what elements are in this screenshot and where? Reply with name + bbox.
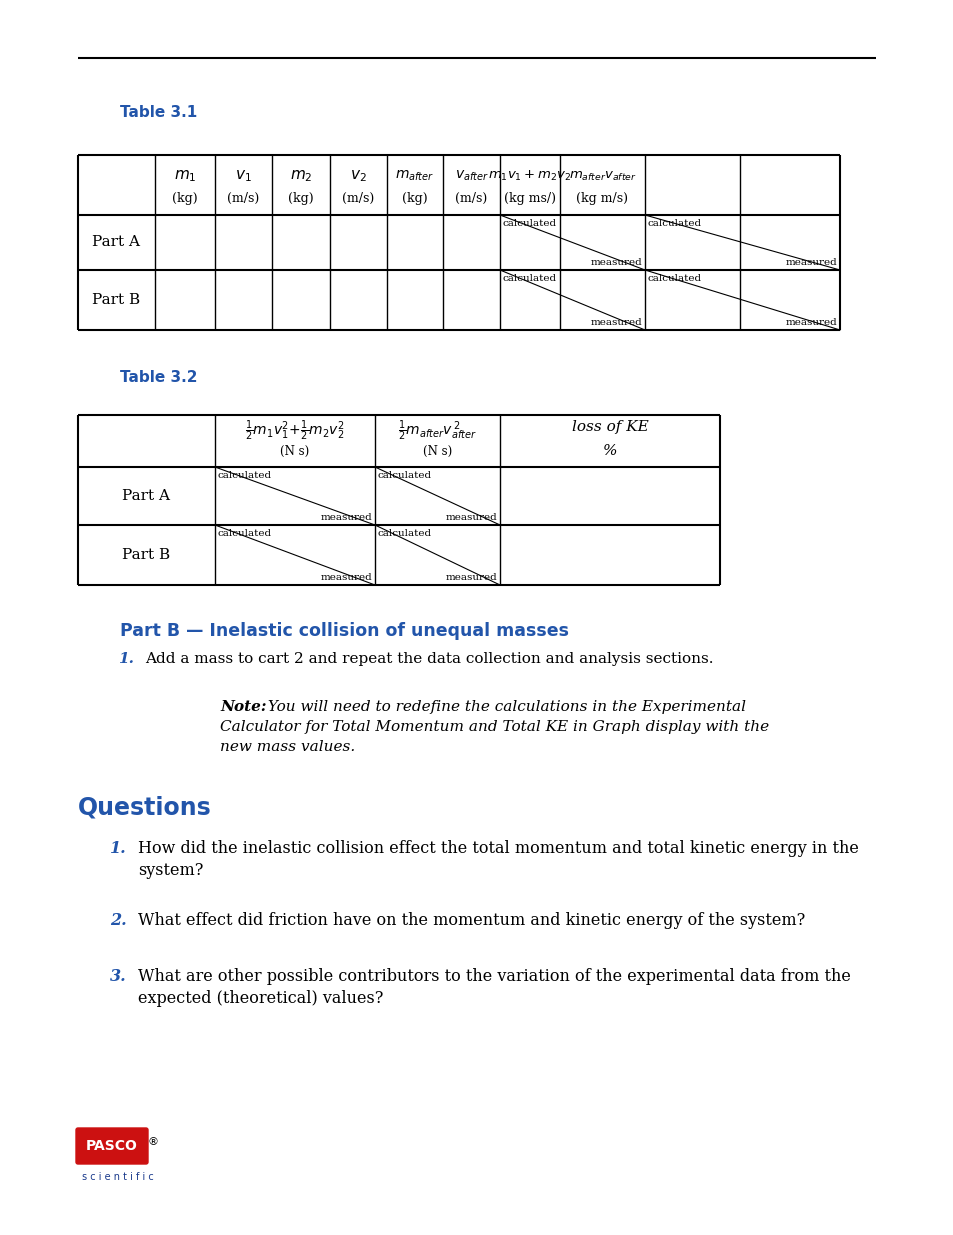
Text: calculated: calculated [377, 471, 432, 480]
Text: (kg): (kg) [402, 191, 427, 205]
Text: (m/s): (m/s) [227, 191, 259, 205]
Text: $m_{after}v_{after}$: $m_{after}v_{after}$ [568, 169, 636, 183]
Text: (N s): (N s) [422, 445, 452, 458]
Text: calculated: calculated [502, 274, 557, 283]
Text: calculated: calculated [647, 219, 701, 228]
Text: Note:: Note: [220, 700, 266, 714]
Text: measured: measured [445, 513, 497, 522]
Text: (N s): (N s) [280, 445, 310, 458]
Text: PASCO: PASCO [86, 1139, 138, 1153]
Text: $v_1$: $v_1$ [234, 168, 252, 184]
Text: ®: ® [148, 1137, 159, 1147]
Text: Part B: Part B [92, 293, 140, 308]
Text: $m_2$: $m_2$ [290, 168, 312, 184]
Text: $m_{after}$: $m_{after}$ [395, 169, 435, 183]
Text: Table 3.1: Table 3.1 [120, 105, 197, 120]
Text: Calculator for Total Momentum and Total KE in Graph display with the: Calculator for Total Momentum and Total … [220, 720, 768, 734]
Text: $m_1v_1 + m_2v_2$: $m_1v_1 + m_2v_2$ [488, 169, 571, 183]
Text: 3.: 3. [110, 968, 127, 986]
Text: $v_{after}$: $v_{after}$ [454, 169, 488, 183]
Text: loss of KE: loss of KE [571, 420, 648, 433]
Text: 1.: 1. [110, 840, 127, 857]
Text: measured: measured [784, 258, 836, 267]
Text: (kg): (kg) [288, 191, 314, 205]
Text: Add a mass to cart 2 and repeat the data collection and analysis sections.: Add a mass to cart 2 and repeat the data… [145, 652, 713, 666]
Text: measured: measured [590, 317, 641, 327]
Text: new mass values.: new mass values. [220, 740, 355, 755]
FancyBboxPatch shape [76, 1128, 148, 1165]
Text: calculated: calculated [218, 471, 272, 480]
Text: (m/s): (m/s) [455, 191, 487, 205]
Text: Part A: Part A [122, 489, 171, 503]
Text: $\frac{1}{2}m_1v_1^2\!+\!\frac{1}{2}m_2v_2^2$: $\frac{1}{2}m_1v_1^2\!+\!\frac{1}{2}m_2v… [245, 419, 345, 443]
Text: Part B — Inelastic collision of unequal masses: Part B — Inelastic collision of unequal … [120, 622, 568, 640]
Text: (kg): (kg) [172, 191, 197, 205]
Text: You will need to redefine the calculations in the Experimental: You will need to redefine the calculatio… [263, 700, 745, 714]
Text: measured: measured [320, 573, 372, 582]
Text: calculated: calculated [377, 529, 432, 538]
Text: measured: measured [590, 258, 641, 267]
Text: Table 3.2: Table 3.2 [120, 370, 197, 385]
Text: $\frac{1}{2}m_{after}v_{after}^{\,2}$: $\frac{1}{2}m_{after}v_{after}^{\,2}$ [397, 419, 476, 443]
Text: calculated: calculated [218, 529, 272, 538]
Text: %: % [602, 445, 617, 458]
Text: 2.: 2. [110, 911, 127, 929]
Text: expected (theoretical) values?: expected (theoretical) values? [138, 990, 383, 1007]
Text: What are other possible contributors to the variation of the experimental data f: What are other possible contributors to … [138, 968, 850, 986]
Text: calculated: calculated [647, 274, 701, 283]
Text: (m/s): (m/s) [342, 191, 375, 205]
Text: How did the inelastic collision effect the total momentum and total kinetic ener: How did the inelastic collision effect t… [138, 840, 858, 857]
Text: (kg ms/): (kg ms/) [503, 191, 556, 205]
Text: s c i e n t i f i c: s c i e n t i f i c [82, 1172, 153, 1182]
Text: Part A: Part A [92, 236, 140, 249]
Text: Questions: Questions [78, 795, 212, 819]
Text: Part B: Part B [122, 548, 171, 562]
Text: measured: measured [784, 317, 836, 327]
Text: $v_2$: $v_2$ [350, 168, 367, 184]
Text: measured: measured [445, 573, 497, 582]
Text: system?: system? [138, 862, 203, 879]
Text: 1.: 1. [118, 652, 133, 666]
Text: $m_1$: $m_1$ [173, 168, 196, 184]
Text: measured: measured [320, 513, 372, 522]
Text: What effect did friction have on the momentum and kinetic energy of the system?: What effect did friction have on the mom… [138, 911, 804, 929]
Text: calculated: calculated [502, 219, 557, 228]
Text: (kg m/s): (kg m/s) [576, 191, 628, 205]
